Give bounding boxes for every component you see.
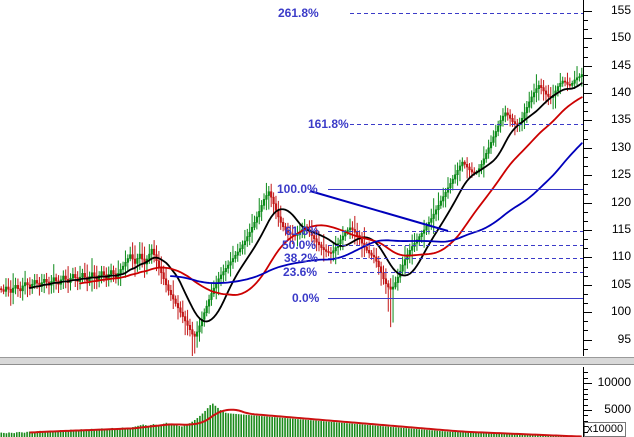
price-tick (583, 93, 592, 94)
price-y-axis[interactable]: 155 150 145 140 135 130 125 120 115 110 105 100 95 (583, 0, 634, 356)
volume-tick-minor (583, 432, 588, 433)
price-tick-minor (583, 303, 588, 304)
volume-tick-minor (583, 410, 588, 411)
volume-tick-minor (583, 383, 588, 384)
price-tick-minor (583, 20, 588, 21)
ma-medium-line (79, 96, 583, 296)
price-tick-minor (583, 47, 588, 48)
volume-tick-minor (583, 378, 588, 379)
ma-short-line (28, 82, 583, 323)
ma-long-line (169, 142, 583, 285)
price-tick-minor (583, 194, 588, 195)
price-tick (583, 148, 592, 149)
price-tick-label: 100 (610, 304, 631, 318)
price-axis-line (583, 0, 584, 356)
volume-tick-minor (583, 389, 588, 390)
price-tick-label: 110 (611, 249, 631, 263)
price-tick-minor (583, 239, 588, 240)
price-tick-label: 140 (610, 85, 631, 99)
price-tick-minor (583, 276, 588, 277)
volume-chart-svg (0, 403, 583, 437)
price-tick (583, 340, 592, 341)
price-tick-minor (583, 349, 588, 350)
panel-divider[interactable] (0, 356, 634, 367)
price-tick-minor (583, 267, 588, 268)
price-tick (583, 11, 592, 12)
volume-multiplier-label: x10000 (584, 422, 627, 437)
price-tick-label: 155 (610, 3, 631, 17)
fib-label-38: 38.2% (284, 251, 319, 265)
fib-label-100: 100.0% (277, 182, 318, 196)
price-tick-minor (583, 166, 588, 167)
volume-tick-minor (583, 372, 588, 373)
price-chart-svg (0, 13, 583, 356)
volume-axis-line (583, 367, 584, 437)
fib-label-0: 0.0% (292, 291, 320, 305)
price-plot-area[interactable] (0, 0, 583, 356)
descending-resistance (309, 190, 449, 232)
volume-tick-minor (583, 421, 588, 422)
price-tick-minor (583, 212, 588, 213)
volume-tick-minor (583, 405, 588, 406)
price-tick-label: 120 (610, 195, 631, 209)
price-tick (583, 285, 592, 286)
volume-tick-label: 10000 (597, 375, 631, 389)
fib-label-50: 50.0% (282, 238, 317, 252)
price-tick-label: 105 (610, 277, 631, 291)
price-tick-label: 145 (610, 58, 631, 72)
price-tick-label: 135 (610, 112, 631, 126)
price-tick-minor (583, 57, 588, 58)
price-tick-minor (583, 75, 588, 76)
price-tick-minor (583, 221, 588, 222)
price-tick-minor (583, 84, 588, 85)
fib-label-61: 61.8% (285, 224, 320, 238)
price-tick (583, 66, 592, 67)
volume-panel: x10000 10000 5000 (0, 367, 634, 437)
fib-label-23: 23.6% (283, 265, 318, 279)
volume-y-axis[interactable]: x10000 10000 5000 (583, 367, 634, 437)
fib-label-161: 161.8% (308, 117, 349, 131)
price-tick (583, 230, 592, 231)
price-tick (583, 120, 592, 121)
price-tick-minor (583, 111, 588, 112)
price-tick (583, 257, 592, 258)
price-panel: 261.8% 161.8% 100.0% 61.8% 50.0% 38.2% 2… (0, 0, 634, 356)
price-tick-minor (583, 184, 588, 185)
price-tick-label: 95 (617, 332, 631, 346)
price-tick (583, 175, 592, 176)
price-tick-minor (583, 321, 588, 322)
price-tick-minor (583, 139, 588, 140)
price-tick (583, 203, 592, 204)
price-tick-minor (583, 294, 588, 295)
volume-tick-minor (583, 394, 588, 395)
volume-tick-minor (583, 399, 588, 400)
fib-label-261: 261.8% (278, 6, 319, 20)
price-tick-label: 130 (610, 140, 631, 154)
price-tick-minor (583, 330, 588, 331)
volume-plot-area[interactable] (0, 367, 583, 437)
price-tick-minor (583, 29, 588, 30)
volume-ma-line (29, 408, 582, 437)
price-tick-minor (583, 157, 588, 158)
price-tick-label: 115 (611, 222, 631, 236)
price-tick-minor (583, 248, 588, 249)
price-tick (583, 38, 592, 39)
price-tick-minor (583, 130, 588, 131)
volume-tick-minor (583, 415, 588, 416)
price-tick-label: 150 (610, 30, 631, 44)
price-tick-minor (583, 102, 588, 103)
volume-tick-label: 5000 (604, 402, 631, 416)
price-tick-label: 125 (610, 167, 631, 181)
price-tick (583, 312, 592, 313)
volume-tick-minor (583, 426, 588, 427)
